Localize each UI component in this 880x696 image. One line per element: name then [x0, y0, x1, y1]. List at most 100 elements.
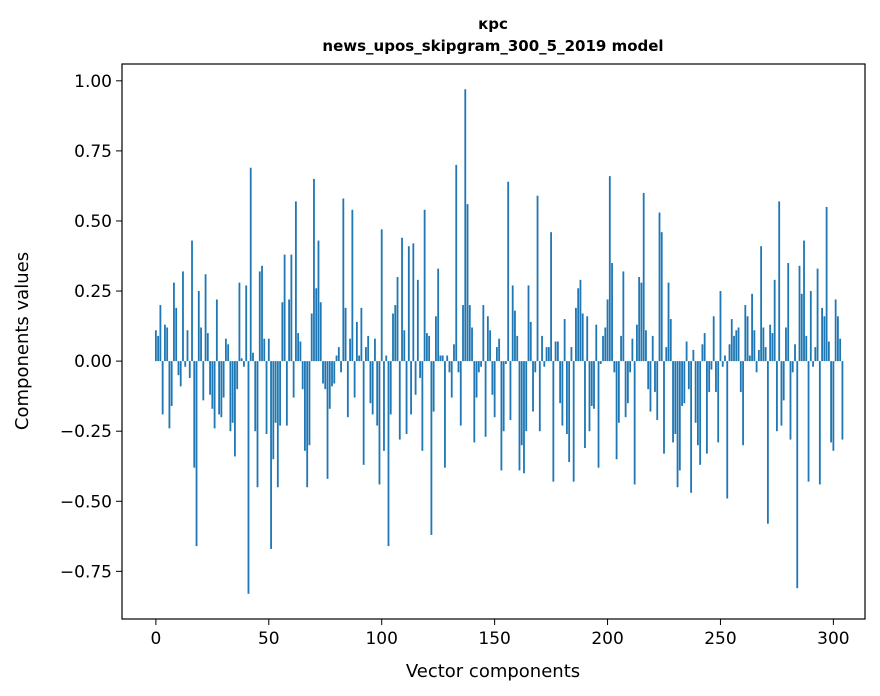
bar-component-225 [663, 361, 665, 454]
bar-component-176 [552, 361, 555, 482]
bar-component-244 [706, 361, 708, 454]
bar-component-274 [773, 279, 776, 362]
bar-component-298 [827, 341, 830, 362]
bar-component-67 [306, 361, 309, 488]
bar-component-117 [419, 361, 422, 378]
bar-component-34 [231, 361, 234, 423]
bar-component-89 [355, 321, 358, 362]
bar-component-108 [398, 361, 401, 440]
y-tick-label: −0.75 [60, 562, 112, 582]
bar-component-142 [475, 361, 478, 398]
bar-component-2 [159, 305, 162, 362]
bar-component-204 [615, 361, 618, 460]
bar-component-26 [213, 361, 216, 429]
bar-component-100 [380, 229, 383, 362]
bar-component-23 [206, 333, 209, 362]
bar-component-282 [791, 361, 794, 373]
bar-component-212 [633, 361, 636, 485]
bar-component-200 [606, 299, 609, 362]
bar-component-303 [839, 338, 842, 362]
bar-component-25 [211, 361, 214, 409]
bar-component-246 [710, 361, 713, 370]
bar-component-278 [782, 361, 785, 401]
bar-component-116 [416, 279, 419, 362]
bar-component-103 [387, 361, 390, 547]
bar-component-300 [832, 361, 835, 451]
x-tick-label: 100 [365, 629, 397, 649]
bar-component-173 [545, 347, 548, 362]
bar-component-150 [493, 361, 496, 418]
bar-component-243 [703, 333, 706, 362]
bar-component-194 [593, 361, 595, 409]
bar-component-50 [267, 338, 270, 362]
bar-component-80 [335, 355, 338, 362]
bar-component-57 [283, 254, 286, 362]
y-tick-label: 0.00 [74, 352, 112, 372]
bar-component-250 [719, 291, 722, 362]
bar-component-248 [715, 361, 717, 392]
bar-component-112 [407, 246, 410, 362]
bar-component-218 [647, 361, 650, 390]
bar-component-59 [288, 299, 291, 362]
bar-component-136 [462, 305, 464, 362]
bar-component-217 [645, 330, 647, 362]
bar-component-238 [692, 349, 695, 362]
bar-component-8 [173, 282, 175, 362]
bar-component-181 [563, 319, 566, 362]
bar-component-156 [507, 181, 510, 362]
bar-component-51 [270, 361, 272, 549]
bar-component-19 [197, 291, 200, 362]
bar-component-279 [785, 327, 787, 362]
bar-component-193 [590, 361, 593, 406]
bar-component-262 [746, 316, 749, 362]
bar-component-58 [285, 361, 288, 426]
bar-component-30 [222, 361, 225, 398]
bar-component-287 [803, 240, 805, 362]
bar-component-182 [565, 361, 568, 434]
bar-component-294 [818, 361, 821, 485]
bar-component-47 [261, 265, 263, 362]
bar-component-120 [425, 333, 428, 362]
bar-component-227 [667, 282, 670, 362]
bar-component-93 [365, 347, 367, 362]
bar-component-276 [778, 201, 781, 362]
bar-component-126 [439, 355, 442, 362]
bar-component-189 [581, 313, 584, 362]
bar-component-39 [243, 361, 245, 367]
bar-component-49 [265, 361, 268, 434]
bar-component-219 [649, 361, 652, 412]
bar-component-20 [200, 327, 202, 362]
bar-component-252 [724, 355, 726, 362]
bar-component-222 [656, 361, 659, 420]
bar-component-70 [313, 178, 315, 362]
bar-component-148 [489, 330, 492, 362]
bar-component-302 [837, 316, 839, 362]
bar-component-269 [762, 327, 765, 362]
bar-component-213 [636, 324, 638, 362]
bar-component-22 [204, 274, 207, 362]
bar-component-195 [595, 324, 598, 362]
bar-component-41 [247, 361, 250, 594]
bar-component-18 [195, 361, 198, 547]
bar-component-27 [215, 299, 218, 362]
bar-component-263 [748, 355, 751, 362]
bar-component-157 [509, 361, 512, 420]
bar-component-180 [561, 361, 564, 426]
bar-component-253 [726, 361, 729, 499]
bar-component-28 [218, 361, 221, 415]
bar-component-251 [721, 361, 724, 367]
bar-component-172 [543, 361, 546, 367]
bar-component-198 [602, 335, 604, 362]
bar-component-4 [164, 324, 166, 362]
bar-component-175 [550, 232, 552, 362]
bar-component-113 [410, 361, 412, 415]
bar-component-125 [437, 268, 440, 362]
bar-component-147 [486, 316, 489, 362]
bar-component-45 [256, 361, 259, 488]
bar-component-241 [699, 361, 702, 465]
bar-component-127 [441, 355, 444, 362]
bar-component-190 [584, 361, 586, 449]
bar-component-74 [322, 361, 324, 384]
bar-component-42 [249, 167, 252, 362]
bar-component-304 [841, 361, 844, 440]
